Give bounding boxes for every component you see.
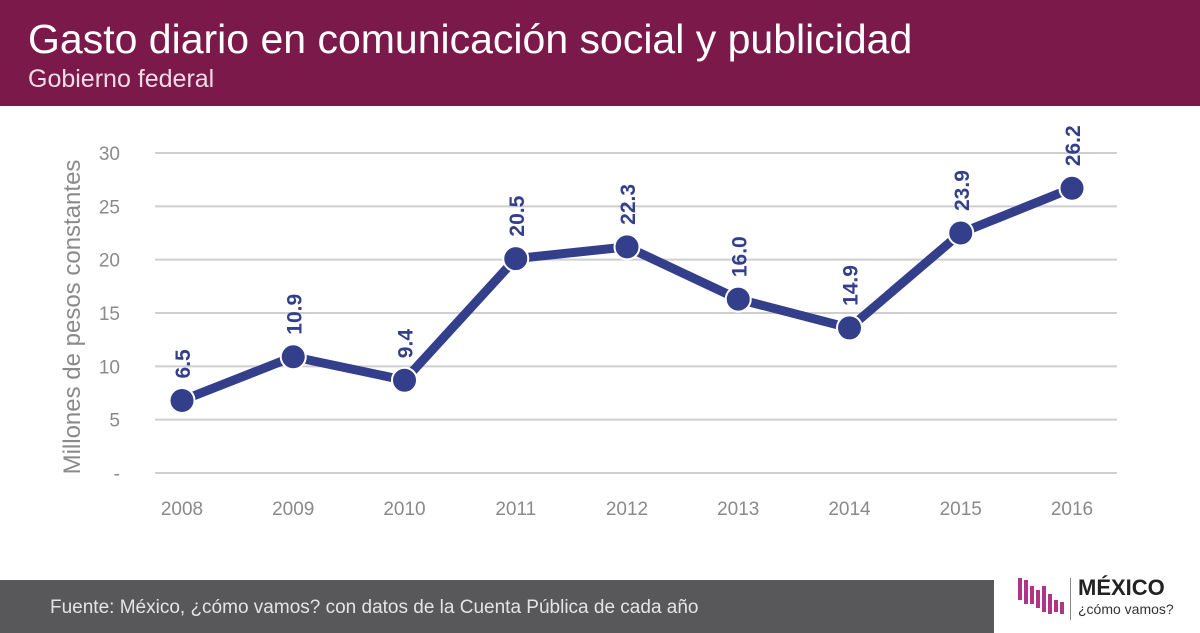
data-point-2012: [613, 233, 641, 261]
data-point-2016: [1058, 174, 1086, 202]
y-tick-label-5: 5: [109, 411, 120, 432]
x-tick-label-2016: 2016: [1051, 499, 1093, 520]
source-note: Fuente: México, ¿cómo vamos? con datos d…: [50, 597, 699, 618]
data-label-2015: 23.9: [951, 170, 974, 211]
data-point-2013: [724, 285, 752, 313]
data-label-2014: 14.9: [840, 265, 863, 306]
chart-title: Gasto diario en comunicación social y pu…: [28, 16, 913, 62]
y-tick-label-25: 25: [99, 197, 120, 218]
y-axis-title: Millones de pesos constantes: [59, 160, 86, 475]
data-label-2010: 9.4: [395, 329, 418, 359]
data-label-2013: 16.0: [728, 236, 751, 277]
x-tick-label-2010: 2010: [383, 499, 425, 520]
data-point-2014: [836, 314, 863, 342]
y-tick-label-0: -: [114, 464, 120, 485]
x-tick-label-2014: 2014: [828, 499, 871, 520]
y-tick-label-15: 15: [99, 304, 120, 325]
data-point-2010: [391, 366, 418, 394]
x-tick-label-2011: 2011: [495, 499, 536, 520]
x-tick-label-2015: 2015: [940, 499, 982, 520]
data-label-2011: 20.5: [506, 195, 529, 236]
y-tick-label-20: 20: [99, 251, 120, 272]
line-chart: - 5 10 15 20 25 30 Millones de pesos constantes…: [59, 125, 1117, 520]
x-tick-label-2012: 2012: [606, 499, 648, 520]
x-tick-label-2008: 2008: [161, 499, 203, 520]
data-point-2009: [279, 343, 307, 371]
data-label-2008: 6.5: [172, 349, 195, 379]
y-tick-label-10: 10: [99, 357, 120, 378]
logo-wordmark: MÉXICO: [1078, 575, 1165, 600]
bar-mark-icon: [1018, 578, 1064, 614]
data-point-2015: [947, 219, 975, 247]
logo-separator: [1070, 578, 1071, 620]
data-point-2008: [168, 386, 196, 414]
data-label-2016: 26.2: [1062, 125, 1085, 166]
logo-tagline: ¿cómo vamos?: [1078, 601, 1174, 617]
data-label-2012: 22.3: [617, 184, 640, 225]
header-banner: Gasto diario en comunicación social y pu…: [0, 0, 1200, 106]
data-label-2009: 10.9: [283, 294, 306, 335]
x-tick-label-2013: 2013: [717, 499, 759, 520]
y-tick-label-30: 30: [99, 144, 120, 165]
footer-bar: Fuente: México, ¿cómo vamos? con datos d…: [0, 580, 994, 633]
data-point-2011: [502, 245, 530, 273]
chart-subtitle: Gobierno federal: [28, 65, 215, 93]
brand-logo: MÉXICO ¿cómo vamos?: [1015, 572, 1200, 630]
x-tick-label-2009: 2009: [272, 499, 314, 520]
